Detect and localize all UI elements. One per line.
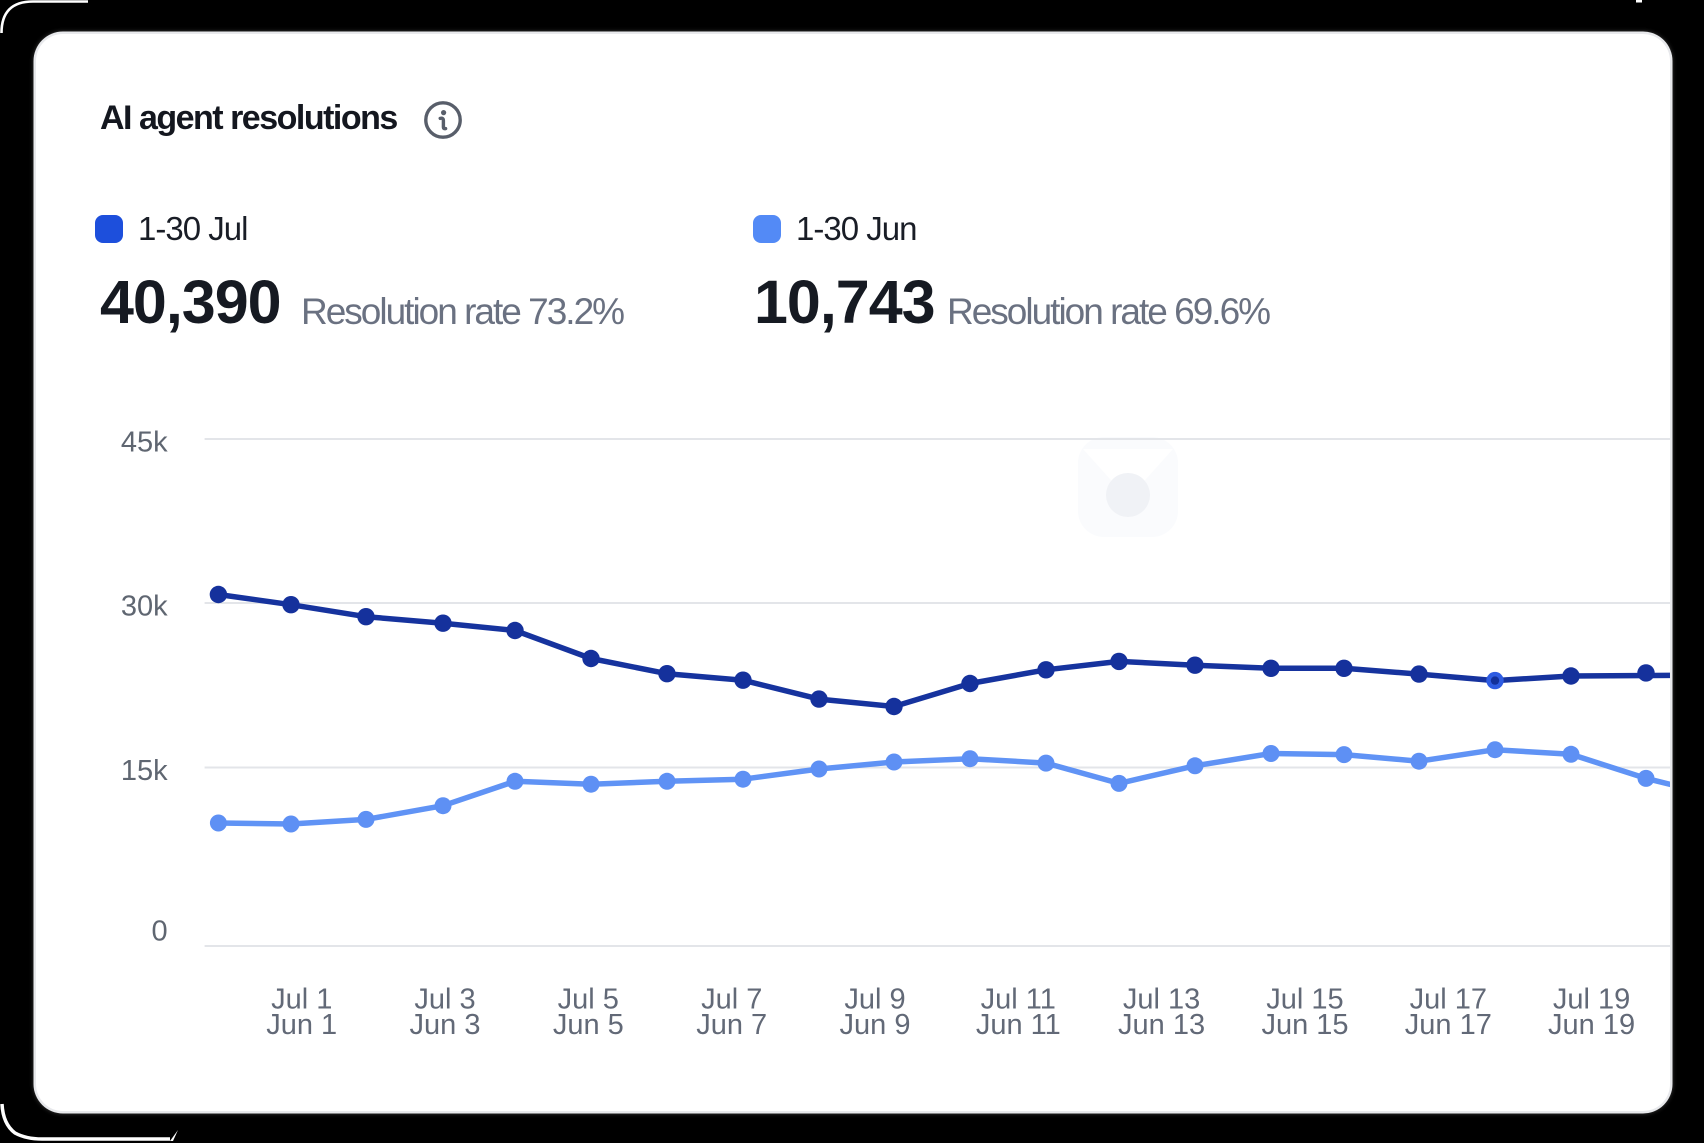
svg-text:Jun 9: Jun 9 [840, 1009, 911, 1041]
svg-text:Jul 5: Jul 5 [558, 984, 619, 1016]
svg-text:Jun 3: Jun 3 [410, 1009, 481, 1041]
svg-text:Jun 11: Jun 11 [976, 1009, 1061, 1041]
svg-text:Jun 5: Jun 5 [553, 1009, 624, 1041]
svg-text:45k: 45k [121, 427, 168, 459]
svg-text:Jun 19: Jun 19 [1548, 1009, 1635, 1041]
svg-text:Jul 9: Jul 9 [844, 984, 905, 1016]
svg-text:Jul 19: Jul 19 [1553, 984, 1630, 1016]
svg-text:0: 0 [152, 916, 168, 948]
svg-text:Jul 1: Jul 1 [271, 984, 332, 1016]
svg-text:Jul 17: Jul 17 [1410, 984, 1487, 1016]
svg-text:Jun 17: Jun 17 [1405, 1009, 1492, 1041]
svg-text:Jul 7: Jul 7 [701, 984, 762, 1016]
svg-text:Jul 3: Jul 3 [414, 984, 475, 1016]
svg-text:Jun 1: Jun 1 [266, 1009, 337, 1041]
svg-text:Jul 11: Jul 11 [981, 984, 1056, 1016]
svg-text:Jul 13: Jul 13 [1123, 984, 1200, 1016]
svg-text:Jun 15: Jun 15 [1261, 1009, 1348, 1041]
svg-text:30k: 30k [121, 591, 168, 623]
svg-text:Jul 15: Jul 15 [1266, 984, 1343, 1016]
svg-text:15k: 15k [121, 755, 168, 787]
svg-text:Jun 7: Jun 7 [696, 1009, 767, 1041]
svg-text:Jun 13: Jun 13 [1118, 1009, 1205, 1041]
